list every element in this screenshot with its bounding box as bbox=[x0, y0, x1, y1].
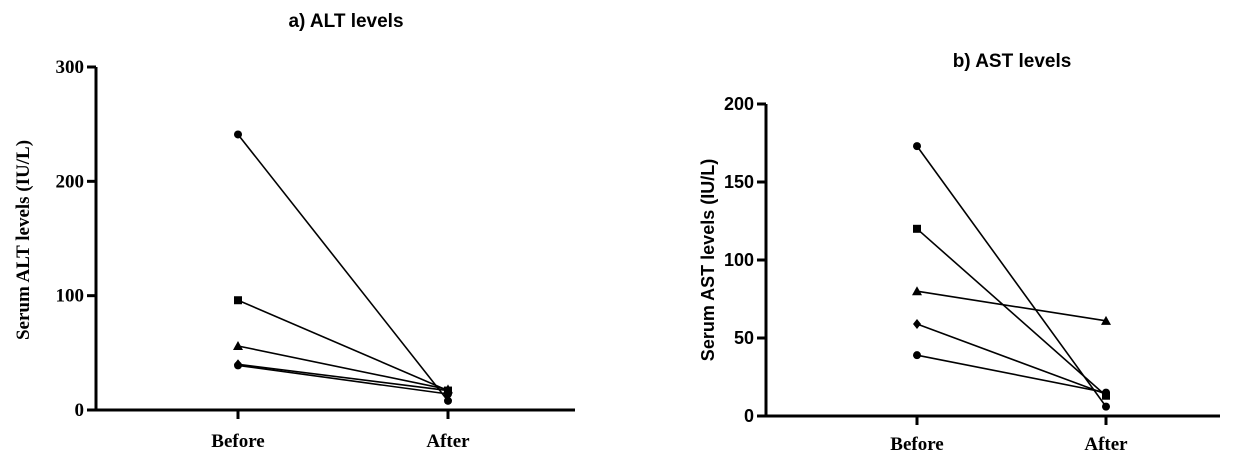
y-tick-label-alt-1: 100 bbox=[56, 286, 85, 307]
y-tick-label-ast-4: 200 bbox=[724, 94, 754, 114]
data-point-alt-2-before bbox=[234, 296, 242, 305]
x-tick-label-ast-1: After bbox=[1084, 434, 1128, 454]
y-tick-label-ast-0: 0 bbox=[744, 406, 754, 426]
data-point-ast-1-before bbox=[913, 142, 921, 151]
x-tick-label-alt-1: After bbox=[426, 431, 470, 452]
series-line-alt-4 bbox=[237, 363, 449, 392]
series-line-alt-1 bbox=[237, 133, 449, 402]
series-line-ast-4 bbox=[916, 323, 1107, 395]
plot-area-alt: 0 100 200 300 Before After bbox=[56, 57, 575, 452]
y-tick-label-alt-3: 300 bbox=[56, 57, 85, 78]
x-tick-label-ast-0: Before bbox=[890, 434, 943, 454]
series-line-ast-3 bbox=[916, 290, 1107, 322]
data-point-ast-4-before bbox=[913, 318, 921, 329]
series-line-ast-5 bbox=[916, 354, 1107, 394]
series-line-alt-5 bbox=[237, 364, 449, 395]
chart-ast: b) AST levels Serum AST levels (IU/L) 0 5… bbox=[698, 51, 1220, 454]
data-point-alt-1-before bbox=[234, 130, 242, 139]
data-point-alt-5-after bbox=[444, 389, 452, 398]
data-point-alt-3-before bbox=[233, 340, 243, 350]
data-point-alt-5-before bbox=[234, 361, 242, 370]
y-tick-label-ast-2: 100 bbox=[724, 250, 754, 270]
data-point-ast-3-before bbox=[912, 286, 922, 296]
series-line-ast-2 bbox=[916, 228, 1107, 397]
y-axis-label-ast: Serum AST levels (IU/L) bbox=[698, 159, 718, 361]
data-point-ast-1-after bbox=[1102, 402, 1110, 411]
y-tick-label-alt-2: 200 bbox=[56, 171, 85, 192]
data-point-alt-1-after bbox=[444, 396, 452, 405]
data-point-ast-2-before bbox=[913, 224, 921, 233]
y-tick-label-ast-1: 50 bbox=[734, 328, 754, 348]
data-point-ast-3-after bbox=[1101, 315, 1111, 325]
data-point-ast-5-after bbox=[1102, 388, 1110, 397]
x-tick-label-alt-0: Before bbox=[211, 431, 264, 452]
chart-alt: a) ALT levels Serum ALT levels (IU/L) 0 1… bbox=[13, 11, 575, 452]
series-line-ast-1 bbox=[916, 145, 1107, 408]
series-line-alt-3 bbox=[237, 345, 449, 391]
chart-title-alt: a) ALT levels bbox=[288, 11, 403, 32]
series-line-alt-2 bbox=[237, 299, 449, 392]
y-axis-label-alt: Serum ALT levels (IU/L) bbox=[13, 140, 34, 340]
data-point-ast-5-before bbox=[913, 351, 921, 360]
y-tick-label-ast-3: 150 bbox=[724, 172, 754, 192]
y-tick-label-alt-0: 0 bbox=[75, 400, 85, 421]
plot-area-ast: 0 50 100 150 200 Before After bbox=[724, 94, 1220, 454]
chart-title-ast: b) AST levels bbox=[953, 51, 1072, 72]
